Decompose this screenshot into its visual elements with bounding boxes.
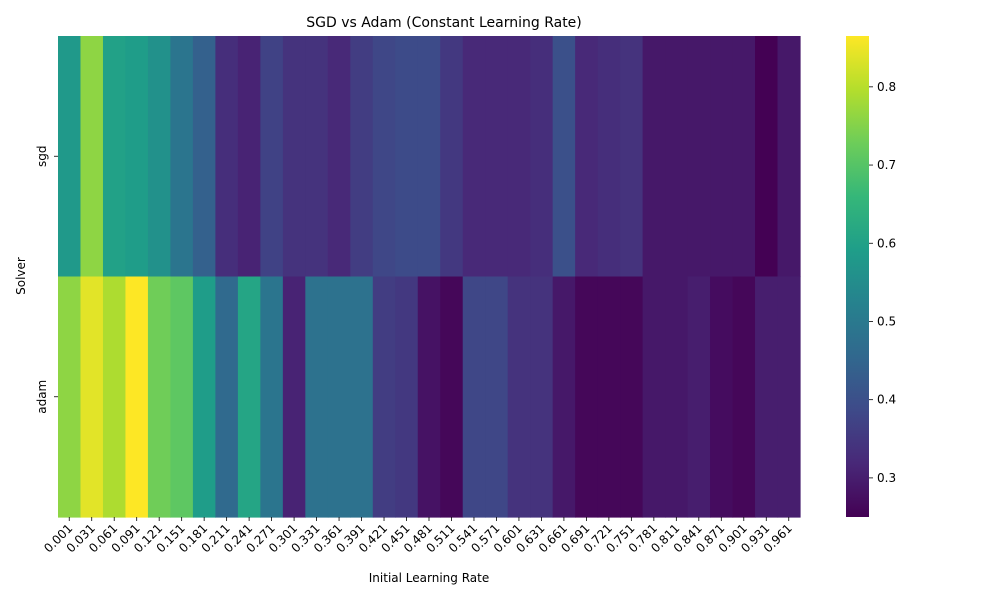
heatmap-cells xyxy=(58,36,801,518)
heatmap-cell-adam-0.541 xyxy=(462,276,486,518)
colorbar-tick-label: 0.5 xyxy=(877,314,896,328)
heatmap-cell-sgd-0.451 xyxy=(395,36,419,278)
heatmap-cell-adam-0.901 xyxy=(732,276,756,518)
heatmap-cell-adam-0.301 xyxy=(282,276,306,518)
y-tick-label: sgd xyxy=(35,146,49,168)
heatmap-cell-adam-0.961 xyxy=(777,276,801,518)
heatmap-cell-adam-0.271 xyxy=(260,276,284,518)
chart-title: SGD vs Adam (Constant Learning Rate) xyxy=(306,15,582,31)
heatmap-cell-sgd-0.001 xyxy=(58,36,82,278)
heatmap-cell-adam-0.121 xyxy=(147,276,172,518)
colorbar-ticks: 0.3 0.4 0.5 0.6 0.7 0.8 xyxy=(869,80,896,485)
heatmap-cell-adam-0.331 xyxy=(305,276,329,518)
colorbar-tick-label: 0.4 xyxy=(877,393,896,407)
heatmap-cell-adam-0.721 xyxy=(597,276,621,518)
heatmap-cell-adam-0.031 xyxy=(80,276,104,518)
heatmap-cell-adam-0.811 xyxy=(665,276,689,518)
heatmap-cell-sgd-0.391 xyxy=(350,36,374,278)
heatmap-cell-sgd-0.271 xyxy=(260,36,284,278)
colorbar xyxy=(846,36,869,517)
heatmap-cell-adam-0.361 xyxy=(327,276,351,518)
heatmap-cell-adam-0.841 xyxy=(687,276,711,518)
heatmap-cell-adam-0.241 xyxy=(237,276,261,518)
heatmap-cell-adam-0.391 xyxy=(350,276,374,518)
heatmap-cell-sgd-0.211 xyxy=(215,36,239,278)
y-axis-ticks: sgd adam xyxy=(35,146,58,414)
heatmap-cell-adam-0.151 xyxy=(170,276,194,518)
heatmap-cell-sgd-0.331 xyxy=(305,36,329,278)
heatmap-cell-adam-0.451 xyxy=(395,276,419,518)
heatmap-cell-adam-0.511 xyxy=(440,276,464,518)
heatmap-cell-sgd-0.721 xyxy=(597,36,621,278)
y-tick-label: adam xyxy=(35,380,49,414)
heatmap-cell-sgd-0.871 xyxy=(710,36,734,278)
heatmap-cell-adam-0.061 xyxy=(102,276,127,518)
heatmap-cell-adam-0.781 xyxy=(642,276,666,518)
heatmap-cell-sgd-0.631 xyxy=(530,36,554,278)
heatmap-cell-sgd-0.541 xyxy=(462,36,486,278)
x-axis-title: Initial Learning Rate xyxy=(369,571,489,585)
heatmap-cell-adam-0.181 xyxy=(192,276,216,518)
heatmap-cell-adam-0.871 xyxy=(710,276,734,518)
heatmap-cell-adam-0.571 xyxy=(485,276,509,518)
heatmap-cell-sgd-0.031 xyxy=(80,36,104,278)
heatmap-cell-sgd-0.571 xyxy=(485,36,509,278)
heatmap-cell-sgd-0.511 xyxy=(440,36,464,278)
heatmap-cell-sgd-0.931 xyxy=(755,36,779,278)
colorbar-tick-label: 0.3 xyxy=(877,471,896,485)
heatmap-cell-sgd-0.151 xyxy=(170,36,194,278)
heatmap-cell-sgd-0.241 xyxy=(237,36,261,278)
heatmap-cell-sgd-0.601 xyxy=(507,36,531,278)
heatmap-cell-adam-0.691 xyxy=(575,276,599,518)
colorbar-tick-label: 0.8 xyxy=(877,80,896,94)
heatmap-cell-sgd-0.901 xyxy=(732,36,756,278)
heatmap-cell-sgd-0.181 xyxy=(192,36,216,278)
heatmap-cell-adam-0.631 xyxy=(530,276,554,518)
heatmap-cell-adam-0.421 xyxy=(372,276,396,518)
heatmap-cell-adam-0.931 xyxy=(755,276,779,518)
heatmap-cell-adam-0.751 xyxy=(620,276,644,518)
heatmap-cell-sgd-0.751 xyxy=(620,36,644,278)
heatmap-cell-sgd-0.091 xyxy=(125,36,149,278)
heatmap-cell-sgd-0.661 xyxy=(552,36,576,278)
heatmap-cell-sgd-0.301 xyxy=(282,36,306,278)
heatmap-cell-sgd-0.361 xyxy=(327,36,351,278)
heatmap-cell-adam-0.091 xyxy=(125,276,149,518)
heatmap-cell-sgd-0.121 xyxy=(147,36,172,278)
heatmap-cell-adam-0.601 xyxy=(507,276,531,518)
colorbar-tick-label: 0.6 xyxy=(877,236,896,250)
heatmap-cell-sgd-0.061 xyxy=(102,36,127,278)
heatmap-cell-sgd-0.811 xyxy=(665,36,689,278)
heatmap-cell-adam-0.001 xyxy=(58,276,82,518)
y-axis-title: Solver xyxy=(14,257,28,295)
heatmap-cell-sgd-0.781 xyxy=(642,36,666,278)
x-axis-ticks: 0.0010.0310.0610.0910.1210.1510.1810.211… xyxy=(41,517,795,555)
heatmap-cell-adam-0.481 xyxy=(417,276,441,518)
heatmap-cell-sgd-0.841 xyxy=(687,36,711,278)
colorbar-tick-label: 0.7 xyxy=(877,158,896,172)
heatmap-cell-sgd-0.481 xyxy=(417,36,441,278)
heatmap-cell-sgd-0.961 xyxy=(777,36,801,278)
heatmap-cell-sgd-0.691 xyxy=(575,36,599,278)
heatmap-cell-sgd-0.421 xyxy=(372,36,396,278)
heatmap-cell-adam-0.661 xyxy=(552,276,576,518)
heatmap-cell-adam-0.211 xyxy=(215,276,239,518)
